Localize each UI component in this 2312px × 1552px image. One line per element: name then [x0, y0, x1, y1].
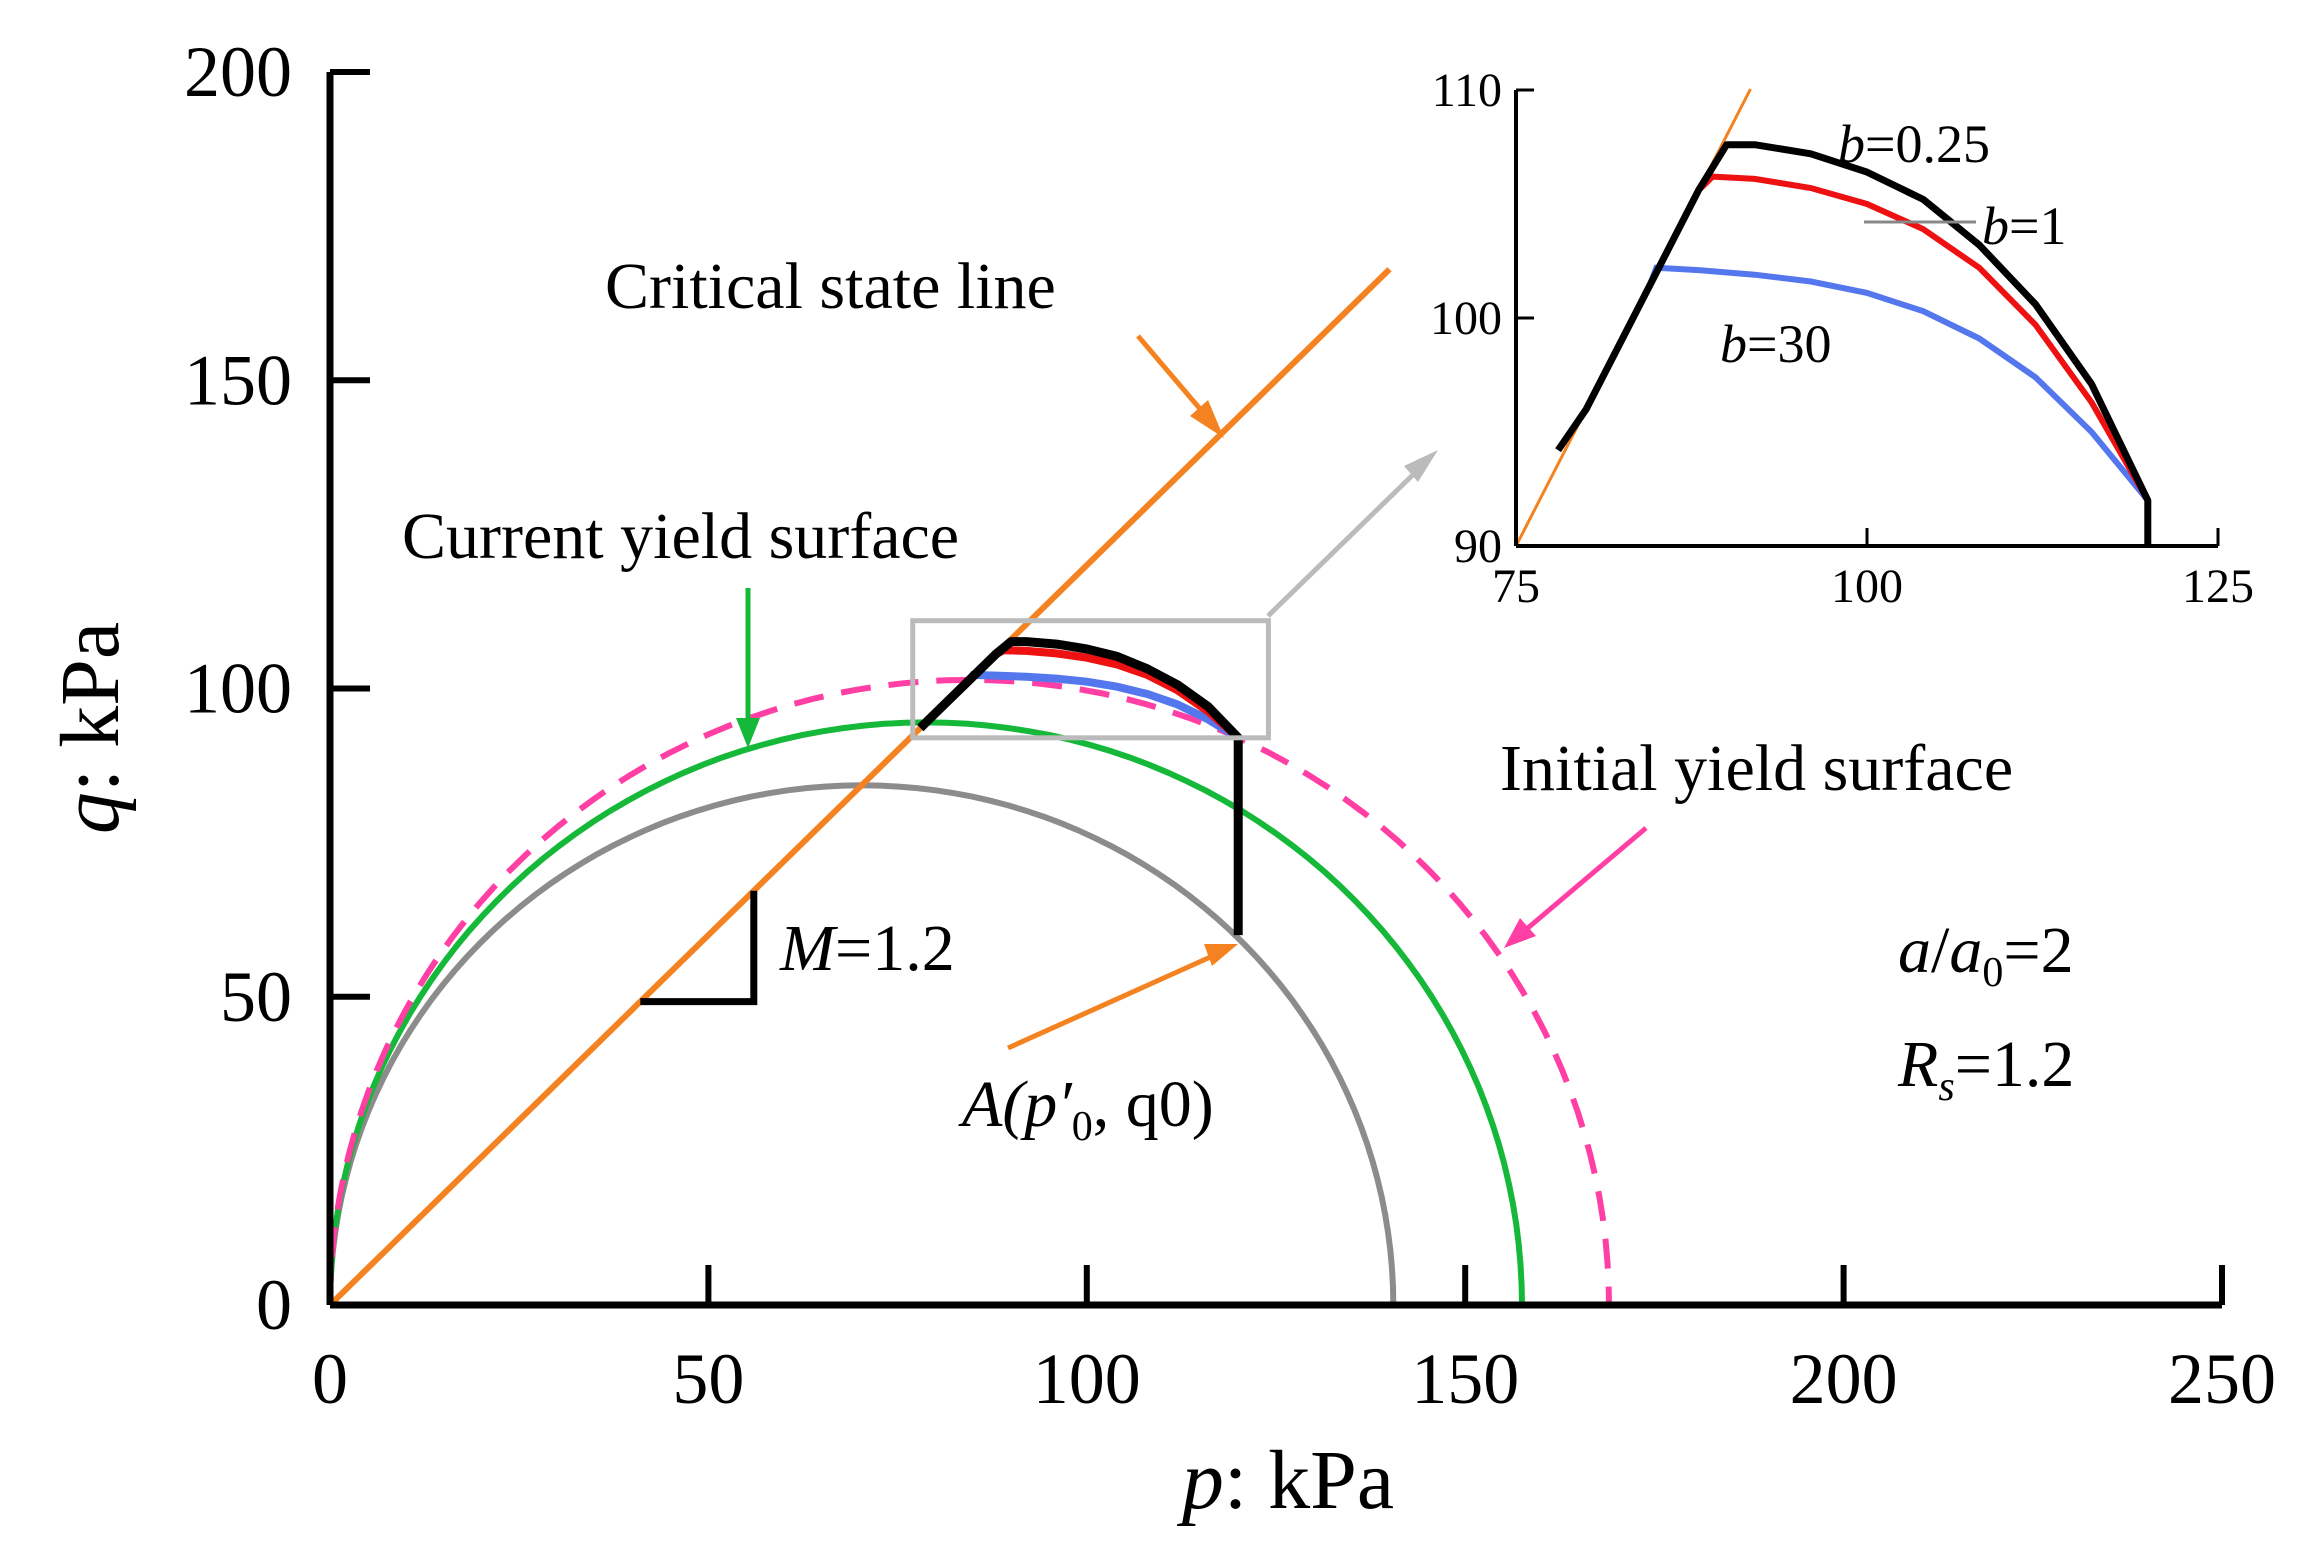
main-plot-curves — [327, 267, 1612, 1308]
inset-path-b025 — [1555, 141, 2152, 546]
initial-yield-arrow-head — [1504, 918, 1536, 948]
annotation-arrows — [736, 334, 1648, 1051]
main-plot-axes — [326, 69, 2225, 1309]
critical-state-line-label: Critical state line — [605, 250, 1056, 323]
x-tick-label: 50 — [672, 1339, 744, 1419]
inset-x-tick-label: 75 — [1492, 560, 1540, 613]
zoom-arrow — [1266, 462, 1426, 618]
slope-label: M=1.2 — [779, 912, 955, 985]
initial-yield-surface-label: Initial yield surface — [1500, 732, 2013, 805]
y-tick-label: 100 — [184, 649, 292, 729]
critical-state-arrow-head — [1190, 400, 1224, 438]
main-plot-tick-labels: 0 50 100 150 200 250 0 50 100 150 200 — [184, 32, 2276, 1419]
inset-plot-tick-labels: 75 100 125 90 100 110 — [1430, 64, 2254, 613]
inset-path-b30 — [1646, 264, 2151, 503]
inset-plot-axes — [1514, 88, 2220, 548]
stress-path-b30 — [966, 670, 1241, 742]
x-tick-label: 250 — [2168, 1339, 2276, 1419]
stress-path-b1 — [994, 646, 1241, 741]
x-tick-label: 0 — [312, 1339, 348, 1419]
y-tick-label: 0 — [256, 1265, 292, 1345]
x-axis-title: p: kPa — [1177, 1434, 1394, 1527]
param-rs: Rs=1.2 — [1897, 1028, 2074, 1110]
inset-x-tick-label: 100 — [1831, 560, 1903, 613]
y-axis-title: q: kPa — [44, 622, 137, 834]
initial-yield-surface-curve — [327, 676, 1612, 1306]
stress-path-b025 — [917, 637, 1243, 936]
inset-plot-curves — [1514, 88, 2152, 547]
point-a-arrow-head — [1204, 944, 1238, 966]
y-tick-label: 150 — [184, 340, 292, 420]
initial-yield-arrow — [1514, 826, 1648, 940]
param-a-ratio: a/a0=2 — [1898, 914, 2074, 996]
inset-y-tick-label: 90 — [1454, 520, 1502, 573]
slope-triangle — [640, 890, 758, 1006]
inset-y-tick-label: 100 — [1430, 292, 1502, 345]
x-tick-label: 150 — [1411, 1339, 1519, 1419]
zoom-region-box — [910, 618, 1271, 741]
current-yield-arrow-head — [736, 718, 760, 748]
point-a-arrow — [1006, 947, 1228, 1051]
x-tick-label: 200 — [1790, 1339, 1898, 1419]
current-yield-surface-label: Current yield surface — [402, 500, 959, 573]
inset-label-b30: b=30 — [1720, 314, 1831, 374]
y-tick-label: 50 — [220, 957, 292, 1037]
inset-x-tick-label: 125 — [2182, 560, 2254, 613]
y-tick-label: 200 — [184, 32, 292, 112]
zoom-arrow-head — [1404, 450, 1438, 482]
critical-state-line — [327, 267, 1392, 1308]
inset-path-b1 — [1696, 173, 2151, 502]
inset-label-b1: b=1 — [1982, 196, 2066, 256]
current-yield-surface-curve — [327, 719, 1525, 1306]
x-tick-label: 100 — [1033, 1339, 1141, 1419]
point-a-label: A(p′0, q0) — [958, 1068, 1214, 1150]
inset-y-tick-label: 110 — [1432, 64, 1502, 117]
inset-label-b025: b=0.25 — [1838, 114, 1990, 174]
